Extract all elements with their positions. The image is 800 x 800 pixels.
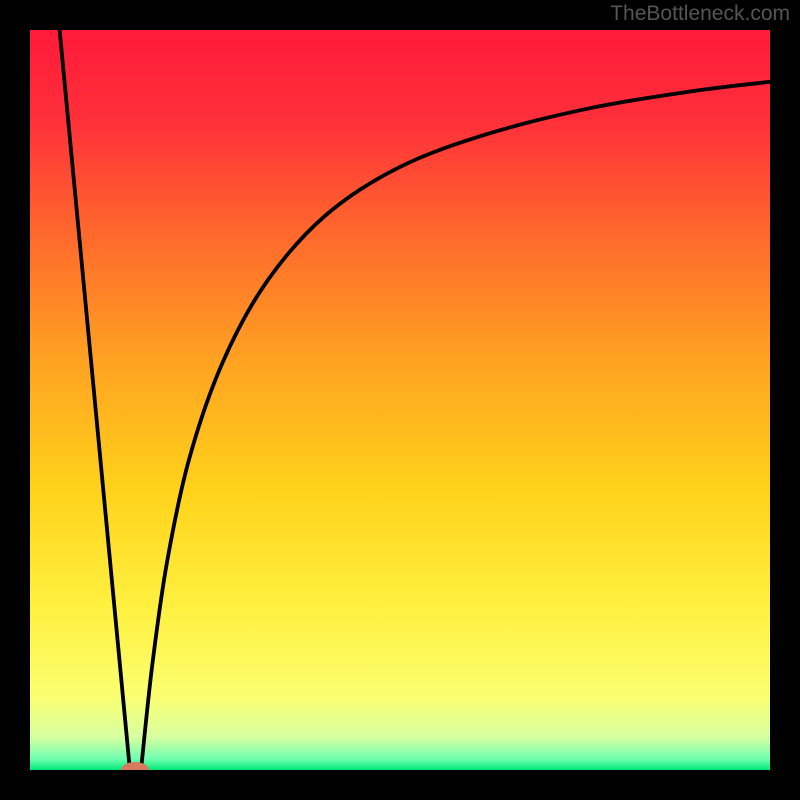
bottleneck-chart xyxy=(0,0,800,800)
frame-border xyxy=(0,0,30,800)
frame-border xyxy=(770,0,800,800)
frame-border xyxy=(0,770,800,800)
gradient-background xyxy=(30,30,770,770)
chart-container: TheBottleneck.com xyxy=(0,0,800,800)
watermark-text: TheBottleneck.com xyxy=(610,2,790,26)
